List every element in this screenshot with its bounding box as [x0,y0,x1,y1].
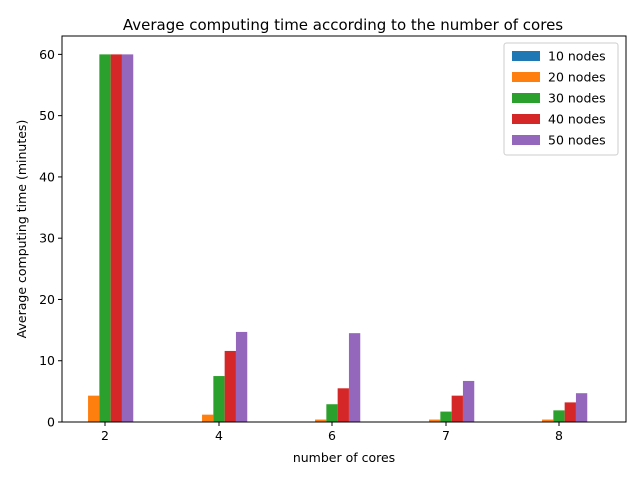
legend-swatch-20-nodes [512,72,540,82]
x-tick-label: 8 [555,428,563,443]
bar-50-nodes-cores-4 [235,331,248,422]
legend-box [503,42,619,156]
legend-label-40-nodes: 40 nodes [548,112,606,127]
y-tick-label: 50 [39,108,55,123]
bar-30-nodes-cores-2 [99,54,111,422]
legend-label-30-nodes: 30 nodes [548,91,606,106]
x-axis-label: number of cores [293,450,395,465]
bar-40-nodes-cores-6 [337,388,349,422]
bar-20-nodes-cores-2 [88,395,100,422]
y-tick-label: 30 [39,231,55,246]
legend-swatch-40-nodes [512,114,540,124]
bar-50-nodes-cores-7 [462,380,475,422]
plot-frame [61,35,627,423]
y-axis: 0 10 20 30 40 50 60 [39,47,62,430]
bar-50-nodes-cores-6 [348,333,361,422]
y-tick-label: 60 [39,47,55,62]
bar-30-nodes-cores-6 [326,404,338,422]
bar-40-nodes-cores-7 [451,395,463,422]
x-tick-label: 6 [328,428,336,443]
bar-20-nodes-cores-4 [202,414,214,422]
bar-40-nodes-cores-4 [224,350,236,422]
x-tick-label: 4 [215,428,223,443]
legend-swatch-30-nodes [512,93,540,103]
legend: 10 nodes 20 nodes 30 nodes 40 nodes 50 nodes [503,42,619,156]
bar-50-nodes-cores-8 [575,393,588,422]
legend-label-20-nodes: 20 nodes [548,70,606,85]
legend-swatch-50-nodes [512,135,540,145]
bar-30-nodes-cores-4 [213,376,225,422]
y-tick-label: 10 [39,353,55,368]
x-tick-label: 7 [442,428,450,443]
chart-title: Average computing time according to the … [123,16,563,34]
bar-20-nodes-cores-7 [429,419,441,422]
bar-20-nodes-cores-8 [542,419,554,422]
bar-40-nodes-cores-2 [110,54,122,422]
legend-swatch-10-nodes [512,51,540,61]
bar-30-nodes-cores-7 [440,411,452,422]
x-tick-label: 2 [101,428,109,443]
y-tick-label: 40 [39,169,55,184]
x-axis: 2 4 6 7 8 [101,422,563,443]
bar-20-nodes-cores-6 [315,419,327,422]
bar-40-nodes-cores-8 [564,402,576,422]
bar-50-nodes-cores-2 [121,54,134,422]
bar-30-nodes-cores-8 [553,410,565,422]
y-tick-label: 0 [47,415,55,430]
y-tick-label: 20 [39,292,55,307]
legend-label-50-nodes: 50 nodes [548,133,606,148]
bars-group [76,54,588,422]
y-axis-label: Average computing time (minutes) [14,120,29,339]
legend-label-10-nodes: 10 nodes [548,49,606,64]
